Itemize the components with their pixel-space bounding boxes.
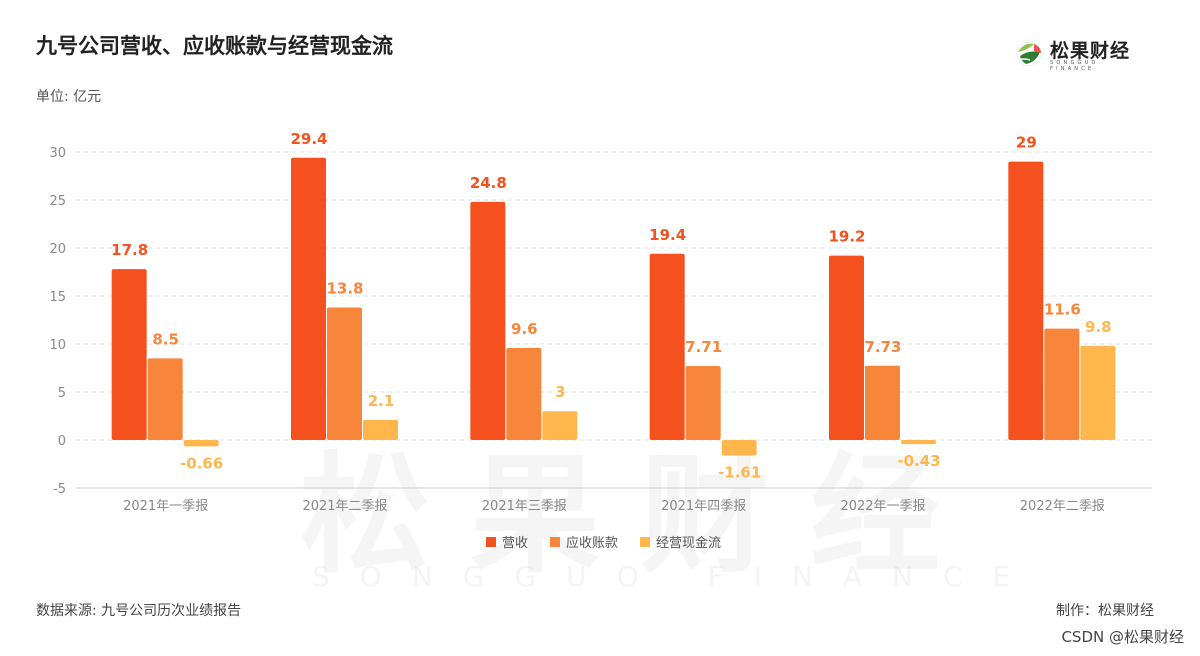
data-label: 11.6 — [1044, 301, 1081, 319]
x-tick-label: 2021年一季报 — [123, 499, 208, 514]
y-tick-label: 10 — [49, 338, 66, 353]
bar — [649, 253, 685, 440]
legend-swatch — [640, 537, 650, 547]
data-label: 29.4 — [290, 130, 327, 148]
data-label: 7.71 — [685, 338, 722, 356]
y-tick-label: 20 — [49, 242, 66, 257]
bar — [363, 419, 398, 440]
data-label: 19.2 — [828, 228, 865, 246]
leaf-globe-icon — [1016, 41, 1042, 67]
bar — [901, 440, 936, 445]
bar — [147, 358, 183, 440]
data-label: 8.5 — [152, 330, 179, 348]
y-tick-label: 5 — [58, 386, 66, 401]
x-tick-label: 2021年二季报 — [302, 499, 387, 514]
page-credit: CSDN @松果财经 — [1061, 628, 1184, 646]
x-tick-label: 2021年三季报 — [482, 499, 567, 514]
data-label: 13.8 — [326, 280, 363, 298]
chart-maker: 制作：松果财经 — [1056, 603, 1154, 619]
bar — [1044, 328, 1080, 440]
y-tick-label: -5 — [53, 482, 66, 497]
y-tick-label: 0 — [58, 434, 66, 449]
x-tick-label: 2022年二季报 — [1020, 499, 1105, 514]
chart-title: 九号公司营收、应收账款与经营现金流 — [36, 34, 393, 58]
data-label: 7.73 — [864, 338, 901, 356]
data-label: -1.61 — [718, 463, 761, 481]
data-label: 3 — [555, 383, 565, 401]
bar — [470, 201, 506, 440]
x-tick-label: 2021年四季报 — [661, 499, 746, 514]
bar — [183, 440, 219, 447]
data-label: 17.8 — [111, 241, 148, 259]
data-source: 数据来源: 九号公司历次业绩报告 — [36, 603, 242, 619]
data-label: 9.6 — [511, 320, 538, 338]
logo-subtitle: SONGGUO FINANCE — [1050, 60, 1099, 72]
bar — [111, 269, 147, 440]
legend-label: 营收 — [502, 536, 528, 551]
y-tick-label: 25 — [49, 194, 66, 209]
bar — [721, 440, 757, 456]
data-label: 24.8 — [470, 174, 507, 192]
bar — [829, 255, 864, 440]
data-label: -0.66 — [180, 454, 223, 472]
unit-label: 单位: 亿元 — [36, 89, 102, 105]
bar — [1008, 161, 1044, 440]
data-label: 9.8 — [1085, 318, 1112, 336]
legend-swatch — [550, 537, 560, 547]
data-label: 2.1 — [368, 392, 395, 410]
watermark-subtext: SONGGUO FINANCE — [312, 560, 1040, 593]
legend-swatch — [486, 537, 496, 547]
bar — [542, 411, 578, 440]
y-tick-label: 30 — [49, 146, 66, 161]
bar — [327, 307, 362, 440]
data-label: 19.4 — [649, 226, 686, 244]
data-label: 29 — [1016, 134, 1037, 152]
brand-logo: 松果财经 SONGGUO FINANCE — [1014, 36, 1144, 72]
bar — [1080, 345, 1116, 440]
bar — [685, 365, 721, 440]
logo-name: 松果财经 — [1050, 40, 1131, 62]
bar — [291, 157, 326, 440]
legend-label: 经营现金流 — [656, 535, 721, 551]
bar — [506, 347, 542, 440]
legend-label: 应收账款 — [566, 535, 618, 551]
bar — [865, 365, 900, 440]
y-tick-label: 15 — [49, 290, 66, 305]
x-tick-label: 2022年一季报 — [840, 499, 925, 514]
data-label: -0.43 — [897, 452, 940, 470]
